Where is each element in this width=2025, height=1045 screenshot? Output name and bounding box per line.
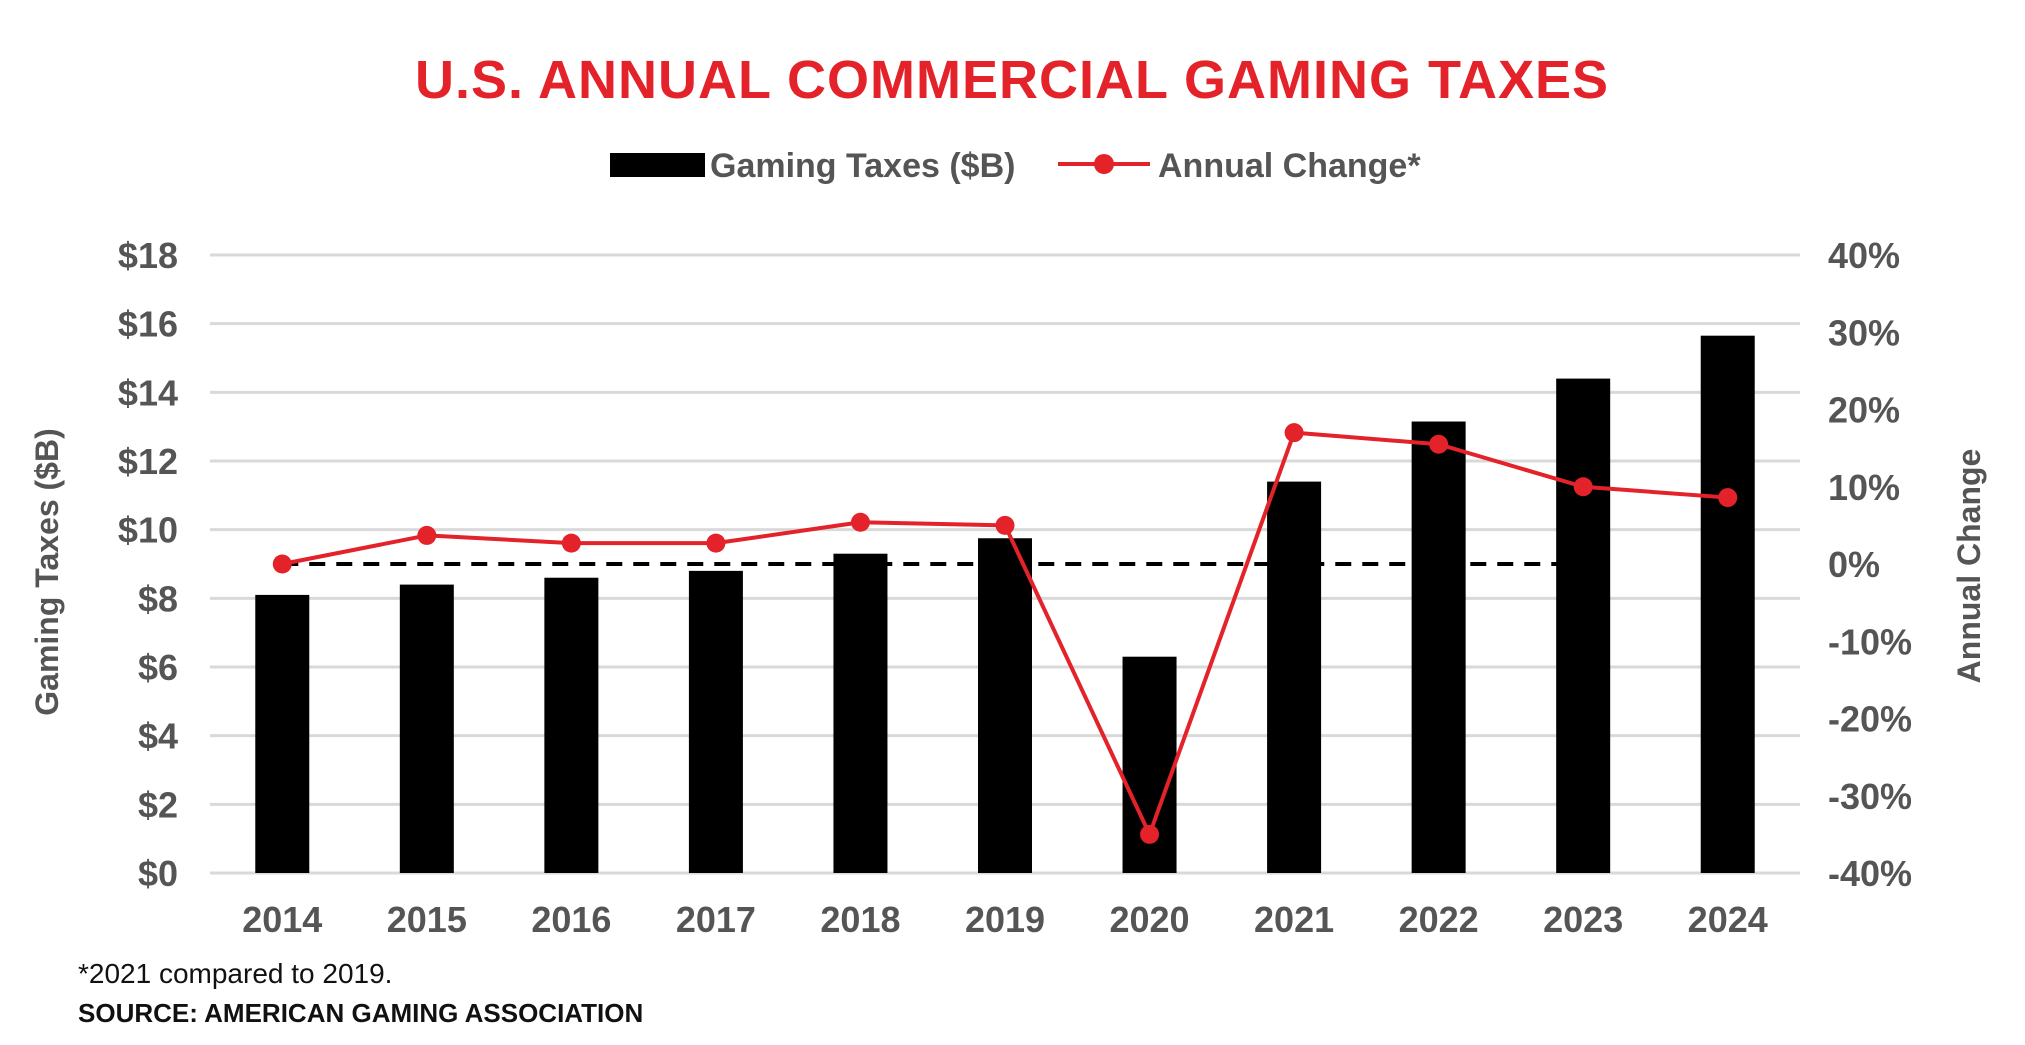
line-series xyxy=(272,423,1738,844)
x-tick-label: 2023 xyxy=(1543,899,1623,940)
line-point-2022 xyxy=(1429,434,1449,454)
line-point-2021 xyxy=(1284,423,1304,443)
left-tick-label: $2 xyxy=(138,784,178,825)
left-axis-ticks: $0 $2 $4 $6 $8 $10 $12 $14 $16 $18 xyxy=(118,235,178,894)
line-point-2024 xyxy=(1718,488,1738,508)
left-tick-label: $12 xyxy=(118,441,178,482)
line-point-2017 xyxy=(706,533,726,553)
x-tick-label: 2024 xyxy=(1688,899,1768,940)
x-tick-label: 2016 xyxy=(531,899,611,940)
bar-2019 xyxy=(978,538,1032,873)
left-tick-label: $16 xyxy=(118,304,178,345)
bar-2023 xyxy=(1556,378,1611,873)
right-tick-label: -30% xyxy=(1828,776,1912,817)
left-tick-label: $4 xyxy=(138,716,178,757)
x-tick-label: 2015 xyxy=(387,899,467,940)
right-tick-label: -40% xyxy=(1828,853,1912,894)
footnote: *2021 compared to 2019. xyxy=(78,958,393,989)
right-tick-label: 0% xyxy=(1828,544,1880,585)
bar-2015 xyxy=(399,584,454,873)
bar-2018 xyxy=(833,553,888,873)
bar-2017 xyxy=(688,570,743,873)
left-tick-label: $18 xyxy=(118,235,178,276)
legend-label-bars: Gaming Taxes ($B) xyxy=(710,147,1015,185)
y-axis-label: Gaming Taxes ($B) xyxy=(29,428,65,715)
bar-2016 xyxy=(544,577,599,873)
legend: Gaming Taxes ($B) Annual Change* xyxy=(610,147,1421,185)
bar-series xyxy=(255,335,1755,873)
left-tick-label: $14 xyxy=(118,372,178,413)
x-tick-label: 2019 xyxy=(965,899,1045,940)
legend-bar-swatch xyxy=(610,153,705,177)
chart-title: U.S. ANNUAL COMMERCIAL GAMING TAXES xyxy=(415,50,1609,110)
x-axis-ticks: 2014 2015 2016 2017 2018 2019 2020 2021 2022 2023… xyxy=(242,899,1768,940)
right-tick-label: -20% xyxy=(1828,699,1912,740)
bar-2014 xyxy=(255,594,310,873)
bar-2022 xyxy=(1411,421,1466,873)
bar-2021 xyxy=(1267,481,1322,873)
legend-line-marker xyxy=(1094,154,1114,174)
line-point-2018 xyxy=(850,512,870,532)
x-tick-label: 2020 xyxy=(1109,899,1189,940)
x-tick-label: 2021 xyxy=(1254,899,1334,940)
x-tick-label: 2018 xyxy=(820,899,900,940)
y2-axis-label: Annual Change xyxy=(1951,449,1987,684)
line-point-2014 xyxy=(272,554,292,574)
left-tick-label: $0 xyxy=(138,853,178,894)
line-point-2016 xyxy=(561,533,581,553)
x-tick-label: 2014 xyxy=(242,899,322,940)
right-tick-label: 30% xyxy=(1828,312,1900,353)
line-point-2023 xyxy=(1573,477,1593,497)
x-tick-label: 2022 xyxy=(1399,899,1479,940)
left-tick-label: $8 xyxy=(138,578,178,619)
line-point-2015 xyxy=(417,525,437,545)
left-tick-label: $10 xyxy=(118,510,178,551)
line-point-2020 xyxy=(1140,824,1160,844)
right-axis-ticks: -40% -30% -20% -10% 0% 10% 20% 30% 40% xyxy=(1828,235,1912,894)
left-tick-label: $6 xyxy=(138,647,178,688)
line-point-2019 xyxy=(995,515,1015,535)
legend-label-line: Annual Change* xyxy=(1158,147,1421,185)
right-tick-label: 10% xyxy=(1828,467,1900,508)
source-note: SOURCE: AMERICAN GAMING ASSOCIATION xyxy=(78,998,644,1028)
right-tick-label: 20% xyxy=(1828,390,1900,431)
right-tick-label: 40% xyxy=(1828,235,1900,276)
bar-2024 xyxy=(1700,335,1755,873)
x-tick-label: 2017 xyxy=(676,899,756,940)
right-tick-label: -10% xyxy=(1828,621,1912,662)
